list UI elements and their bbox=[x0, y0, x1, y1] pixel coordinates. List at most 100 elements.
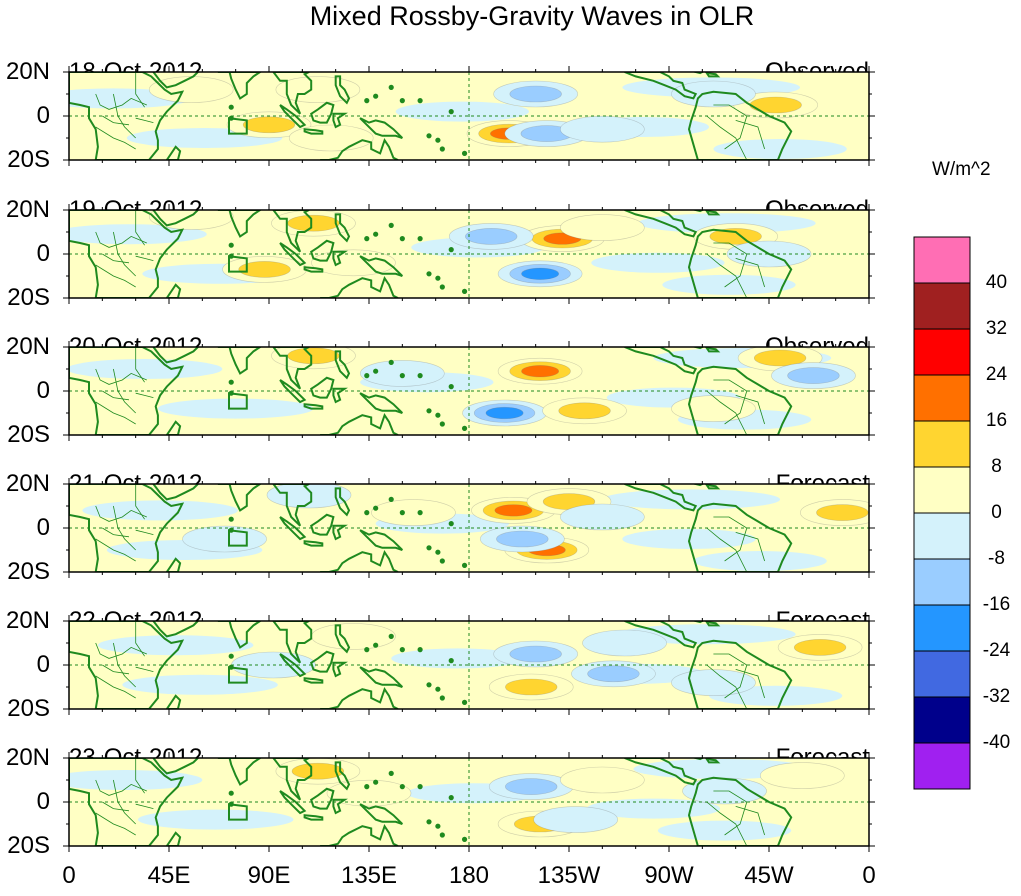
ticks bbox=[63, 66, 875, 166]
longitude-label: 90E bbox=[247, 862, 291, 889]
coastline bbox=[320, 549, 399, 572]
island bbox=[448, 247, 454, 253]
island bbox=[388, 222, 394, 228]
island bbox=[388, 633, 394, 639]
island bbox=[228, 242, 234, 248]
coastline bbox=[217, 347, 262, 375]
island bbox=[426, 408, 432, 414]
coastline bbox=[359, 666, 404, 688]
border bbox=[135, 529, 154, 535]
latitude-label: 0 bbox=[36, 651, 50, 678]
border bbox=[95, 368, 147, 385]
coastline bbox=[624, 72, 698, 100]
colorbar-swatch bbox=[913, 650, 971, 698]
coastline bbox=[704, 484, 721, 490]
island bbox=[435, 275, 441, 281]
longitude-label: 45W bbox=[744, 862, 794, 889]
border bbox=[113, 779, 136, 825]
border bbox=[95, 264, 136, 288]
box-outline bbox=[228, 392, 248, 410]
coastlines bbox=[69, 347, 793, 435]
coastline bbox=[334, 487, 351, 517]
border bbox=[713, 653, 748, 699]
island bbox=[417, 98, 423, 104]
anomaly-contour bbox=[182, 525, 267, 553]
coastline bbox=[332, 112, 348, 129]
longitude-label: 0 bbox=[862, 862, 876, 889]
island bbox=[439, 284, 445, 290]
longitude-label: 135E bbox=[340, 862, 398, 889]
border bbox=[113, 231, 136, 277]
island bbox=[364, 98, 370, 104]
border bbox=[713, 379, 748, 425]
island bbox=[448, 384, 454, 390]
coastline bbox=[165, 557, 182, 572]
island bbox=[228, 104, 234, 110]
border bbox=[102, 527, 130, 538]
border bbox=[135, 666, 154, 672]
coastline bbox=[272, 758, 313, 801]
island bbox=[461, 425, 468, 432]
latitude-label: 0 bbox=[36, 514, 50, 541]
anomaly-contour bbox=[787, 367, 840, 384]
coastline bbox=[334, 624, 351, 654]
coastline bbox=[303, 677, 324, 684]
island bbox=[461, 562, 468, 569]
longitude-label: 90W bbox=[644, 862, 694, 889]
coastline bbox=[359, 117, 404, 139]
ticks bbox=[63, 341, 875, 441]
border bbox=[706, 390, 748, 435]
coastline bbox=[624, 210, 698, 238]
coastline bbox=[320, 686, 399, 709]
coastline bbox=[687, 228, 793, 298]
map-panel: 22-Oct-2012 Forecast 20N 0 20S bbox=[0, 609, 1021, 759]
anomaly-band bbox=[391, 648, 525, 669]
border bbox=[95, 401, 136, 425]
island bbox=[364, 510, 370, 516]
colorbar-tick-label: 8 bbox=[991, 456, 1002, 477]
coastline bbox=[279, 104, 307, 129]
island bbox=[399, 373, 405, 379]
border bbox=[135, 210, 145, 246]
anomaly-contour bbox=[560, 766, 645, 794]
anomaly-contour bbox=[465, 228, 518, 245]
coastline bbox=[69, 72, 185, 160]
anomaly-contour bbox=[291, 762, 345, 780]
border bbox=[95, 231, 147, 248]
anomaly-contour bbox=[709, 228, 762, 245]
colorbar-tick-label: 0 bbox=[991, 502, 1002, 523]
border bbox=[135, 484, 145, 520]
coastline bbox=[334, 213, 351, 243]
anomaly-contour bbox=[288, 124, 374, 152]
longitude-label: 135W bbox=[537, 862, 601, 889]
anomaly-band bbox=[82, 500, 238, 521]
latitude-label: 0 bbox=[36, 788, 50, 815]
olr-map bbox=[63, 615, 875, 715]
anomaly-contour bbox=[287, 347, 340, 365]
island bbox=[448, 109, 454, 115]
borders bbox=[95, 758, 765, 846]
coastline bbox=[687, 502, 793, 572]
coastline bbox=[320, 137, 399, 160]
anomaly-band bbox=[586, 798, 721, 819]
coastline bbox=[624, 347, 698, 375]
colorbar-swatch bbox=[913, 236, 971, 284]
coastline bbox=[704, 758, 721, 764]
island bbox=[461, 699, 468, 706]
island bbox=[373, 368, 379, 374]
coastline bbox=[332, 250, 348, 267]
anomaly-contour bbox=[505, 678, 558, 696]
coastline bbox=[69, 484, 185, 572]
colorbar-tick-label: -16 bbox=[982, 594, 1011, 615]
island bbox=[417, 647, 423, 653]
coastline bbox=[303, 403, 324, 410]
latitude-label: 20S bbox=[7, 146, 50, 173]
coastline bbox=[624, 621, 698, 649]
island bbox=[399, 510, 405, 516]
coastline bbox=[310, 376, 335, 399]
latitude-label: 20S bbox=[7, 695, 50, 722]
border bbox=[135, 117, 154, 123]
borders bbox=[95, 210, 765, 298]
anomaly-band bbox=[69, 770, 203, 790]
coastline bbox=[310, 101, 335, 124]
